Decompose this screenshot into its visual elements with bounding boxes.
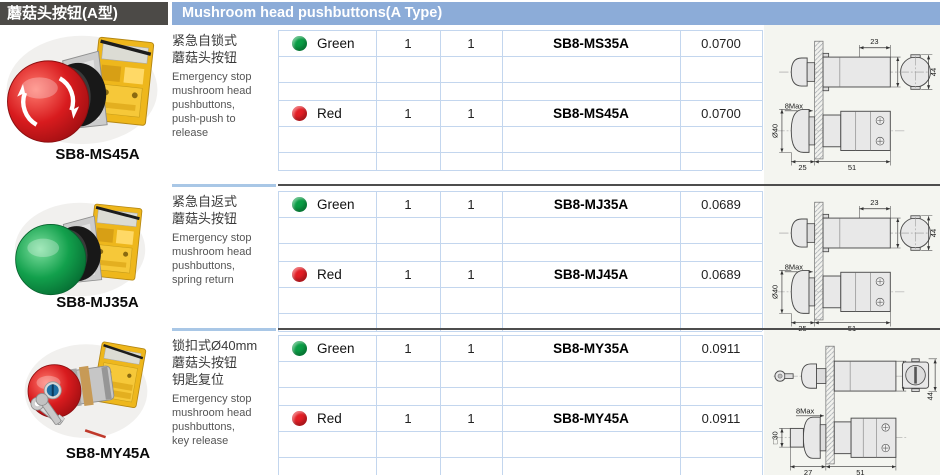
dim-51: 51: [856, 468, 864, 475]
color-dot: [292, 105, 307, 121]
photo-label: SB8-MJ35A: [56, 294, 139, 311]
dim-23: 23: [870, 37, 878, 46]
spec-table: Green 1 1 SB8-MS35A 0.0700 Red 1 1 SB8-M…: [278, 30, 763, 171]
qty-cell-2: 1: [467, 410, 475, 426]
dim-dia40: Ø40: [770, 285, 779, 299]
dim-23: 23: [870, 198, 878, 207]
dim-27: 27: [804, 468, 812, 475]
color-dot: [292, 196, 307, 212]
table-row: Red 1 1 SB8-MY45A 0.0911: [278, 405, 762, 431]
color-label: Green: [317, 35, 355, 51]
qty-cell-2: 1: [467, 105, 475, 121]
page-title-en: Mushroom head pushbuttons(A Type): [172, 2, 940, 25]
dim-44: 44: [925, 392, 934, 400]
product-block-mj: 紧急自返式 蘑菇头按钮 Emergency stop mushroom head…: [0, 186, 940, 333]
color-label: Red: [317, 105, 342, 121]
product-photo-red-mushroom: [2, 28, 162, 151]
product-description: 紧急自锁式 蘑菇头按钮 Emergency stop mushroom head…: [172, 33, 274, 140]
separator: [172, 328, 276, 331]
dim-51: 51: [848, 163, 856, 172]
dim-8max: 8Max: [785, 101, 804, 110]
dimension-drawing: 23 32 44 8Max Ø40: [766, 30, 938, 172]
weight-cell: 0.0689: [701, 266, 741, 282]
color-dot: [292, 266, 307, 282]
qty-cell-1: 1: [404, 105, 412, 121]
color-label: Green: [317, 340, 355, 356]
weight-cell: 0.0689: [701, 196, 741, 212]
description-zh: 紧急自返式 蘑菇头按钮: [172, 194, 238, 226]
description-en: Emergency stop mushroom head pushbuttons…: [172, 70, 252, 140]
qty-cell-1: 1: [404, 196, 412, 212]
spec-table: Green 1 1 SB8-MY35A 0.0911 Red 1 1 SB8-M…: [278, 335, 763, 475]
color-label: Red: [317, 266, 342, 282]
product-description: 锁扣式Ø40mm 蘑菇头按钮 钥匙复位 Emergency stop mushr…: [172, 338, 274, 448]
qty-cell-1: 1: [404, 340, 412, 356]
dim-sq30: □30: [770, 431, 779, 444]
product-block-my: 锁扣式Ø40mm 蘑菇头按钮 钥匙复位 Emergency stop mushr…: [0, 330, 940, 475]
dim-25: 25: [798, 163, 806, 172]
model-cell: SB8-MY35A: [553, 340, 629, 356]
color-dot: [292, 410, 307, 426]
description-en: Emergency stop mushroom head pushbuttons…: [172, 231, 252, 287]
color-dot: [292, 35, 307, 51]
product-photo-green-mushroom: [5, 196, 155, 303]
qty-cell-1: 1: [404, 410, 412, 426]
description-en: Emergency stop mushroom head pushbuttons…: [172, 392, 252, 447]
product-block-ms: 紧急自锁式 蘑菇头按钮 Emergency stop mushroom head…: [0, 25, 940, 184]
photo-label: SB8-MS45A: [55, 146, 140, 163]
weight-cell: 0.0911: [701, 340, 741, 356]
weight-cell: 0.0911: [701, 410, 741, 426]
qty-cell-1: 1: [404, 35, 412, 51]
qty-cell-1: 1: [404, 266, 412, 282]
product-description: 紧急自返式 蘑菇头按钮 Emergency stop mushroom head…: [172, 194, 274, 287]
model-cell: SB8-MJ35A: [553, 196, 629, 212]
dim-8max: 8Max: [785, 262, 804, 271]
description-zh: 锁扣式Ø40mm 蘑菇头按钮 钥匙复位: [172, 338, 258, 387]
table-row: Red 1 1 SB8-MS45A 0.0700: [278, 100, 762, 126]
dim-8max: 8Max: [796, 406, 815, 415]
separator: [278, 184, 940, 186]
weight-cell: 0.0700: [701, 105, 741, 121]
product-photo-key-mushroom: [12, 340, 160, 449]
model-cell: SB8-MS45A: [553, 105, 629, 121]
keys: [35, 393, 62, 425]
table-row: Green 1 1 SB8-MY35A 0.0911: [278, 335, 762, 361]
table-row: Red 1 1 SB8-MJ45A 0.0689: [278, 261, 762, 287]
dim-dia40: Ø40: [770, 124, 779, 138]
qty-cell-2: 1: [467, 266, 475, 282]
table-row: Green 1 1 SB8-MS35A 0.0700: [278, 30, 762, 56]
dim-44: 44: [929, 229, 938, 237]
model-cell: SB8-MS35A: [553, 35, 629, 51]
photo-label: SB8-MY45A: [65, 445, 151, 462]
contact-block: [90, 36, 155, 126]
model-cell: SB8-MY45A: [553, 410, 629, 426]
model-cell: SB8-MJ45A: [553, 266, 629, 282]
dimension-drawing: 32 44 8Max □30: [766, 335, 938, 475]
qty-cell-2: 1: [467, 196, 475, 212]
separator: [172, 184, 276, 187]
qty-cell-2: 1: [467, 35, 475, 51]
separator: [278, 328, 940, 330]
description-zh: 紧急自锁式 蘑菇头按钮: [172, 33, 238, 65]
dim-44: 44: [929, 68, 938, 76]
color-dot: [292, 340, 307, 356]
page-title-zh: 蘑菇头按钮(A型): [0, 2, 168, 25]
spec-table: Green 1 1 SB8-MJ35A 0.0689 Red 1 1 SB8-M…: [278, 191, 763, 332]
table-row: Green 1 1 SB8-MJ35A 0.0689: [278, 191, 762, 217]
color-label: Green: [317, 196, 355, 212]
qty-cell-2: 1: [467, 340, 475, 356]
weight-cell: 0.0700: [701, 35, 741, 51]
dimension-drawing: 23 32 44 8Max Ø40: [766, 191, 938, 333]
color-label: Red: [317, 410, 342, 426]
